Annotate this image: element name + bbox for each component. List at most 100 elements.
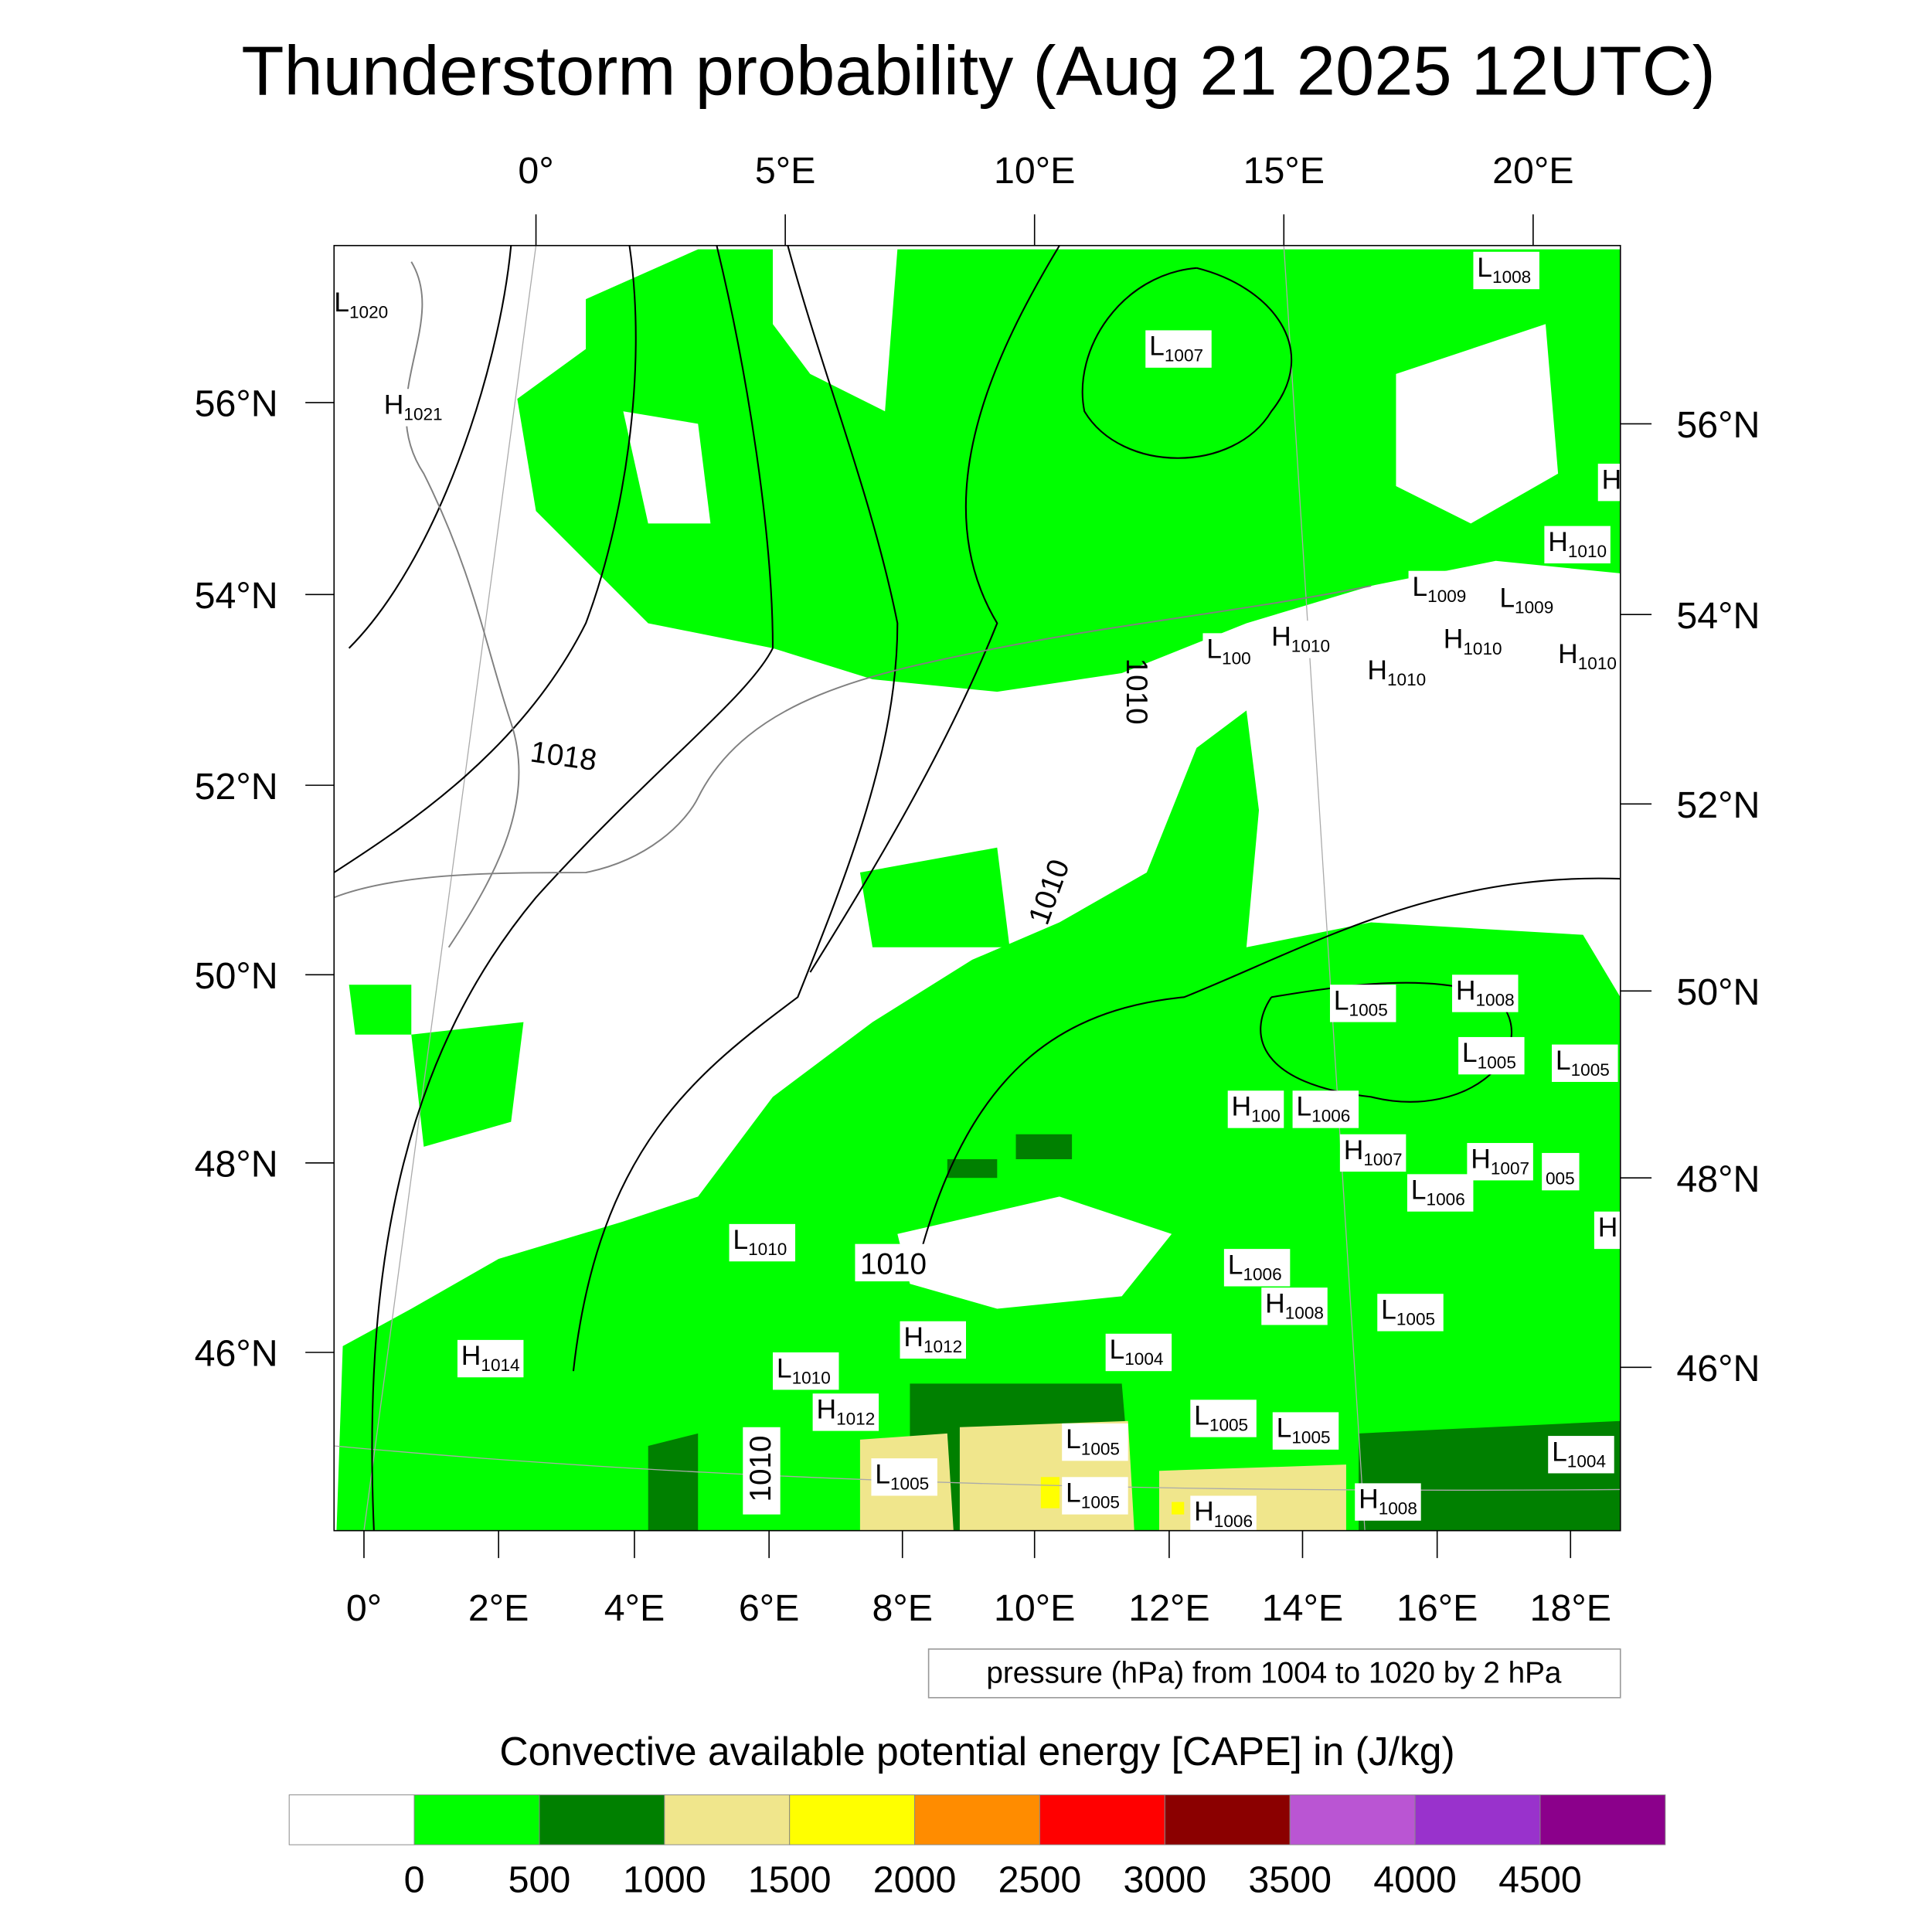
top-lon-label: 15°E <box>1243 150 1325 192</box>
label-background <box>334 286 396 325</box>
pressure-legend-text: pressure (hPa) from 1004 to 1020 by 2 hP… <box>986 1656 1562 1689</box>
label-background <box>1062 1477 1128 1515</box>
low-pressure-label: L1005 <box>875 1458 929 1493</box>
contour-label: 1010 <box>860 1247 927 1281</box>
label-background <box>1329 985 1396 1022</box>
label-background <box>900 1321 966 1359</box>
label-background <box>1190 1400 1257 1437</box>
colorbar-label: 1500 <box>748 1859 832 1900</box>
colorbar-swatch <box>539 1794 665 1845</box>
cape-2000-areas <box>1040 1477 1185 1515</box>
bottom-lon-label: 12°E <box>1128 1587 1209 1629</box>
label-background <box>1363 654 1430 692</box>
label-background <box>1292 1090 1359 1128</box>
label-background <box>1548 1436 1614 1474</box>
label-background <box>1554 638 1621 676</box>
bottom-axis: 0° 2°E 4°E 6°E 8°E 10°E 12°E 14°E 16°E 1… <box>346 1530 1611 1629</box>
colorbar-swatch <box>664 1794 791 1845</box>
left-axis: 56°N 54°N 52°N 50°N 48°N 46°N <box>195 383 335 1375</box>
label-background <box>1145 330 1212 368</box>
cape-gap <box>1396 324 1559 524</box>
cape-field-north <box>517 249 1621 692</box>
label-background <box>1261 1287 1328 1325</box>
label-background <box>871 1458 937 1496</box>
colorbar-title: Convective available potential energy [C… <box>499 1729 1454 1774</box>
colorbar-label: 3000 <box>1124 1859 1207 1900</box>
top-lon-label: 5°E <box>755 150 816 192</box>
coastlines <box>334 261 1372 948</box>
colorbar-swatch <box>288 1794 415 1845</box>
colorbar-swatch <box>914 1794 1040 1845</box>
isobars <box>334 245 1621 1531</box>
label-background <box>1267 621 1334 658</box>
label-background <box>1062 1423 1128 1461</box>
label-background <box>1377 1294 1444 1332</box>
top-axis: 0° 5°E 10°E 15°E 20°E <box>518 150 1574 246</box>
colorbar-label: 4500 <box>1498 1859 1582 1900</box>
pressure-label-backgrounds <box>334 251 1621 1531</box>
cape-patch <box>859 847 1010 947</box>
label-background <box>1473 251 1539 290</box>
right-lat-label: 52°N <box>1676 784 1760 826</box>
cape-field-south <box>336 710 1621 1531</box>
top-lon-label: 20°E <box>1492 150 1573 192</box>
bottom-lon-label: 4°E <box>604 1587 665 1629</box>
label-background <box>457 1339 524 1378</box>
low-pressure-label: 005 <box>1546 1168 1575 1188</box>
colorbar-swatch <box>1039 1794 1165 1845</box>
figure-title: Thunderstorm probability (Aug 21 2025 12… <box>241 32 1716 111</box>
left-lat-label: 50°N <box>195 955 278 997</box>
right-axis: 56°N 54°N 52°N 50°N 48°N 46°N <box>1620 404 1760 1389</box>
left-lat-label: 48°N <box>195 1144 278 1185</box>
colorbar-swatch <box>789 1794 916 1845</box>
left-lat-label: 56°N <box>195 383 278 425</box>
label-background <box>1355 1483 1421 1521</box>
high-pressure-label: H <box>1602 464 1622 495</box>
top-lon-label: 10°E <box>994 150 1075 192</box>
cape-gap <box>623 411 711 524</box>
colorbar-label: 500 <box>509 1859 571 1900</box>
bottom-lon-label: 6°E <box>739 1587 800 1629</box>
label-background <box>1544 526 1611 564</box>
bottom-lon-label: 2°E <box>468 1587 529 1629</box>
map-frame <box>333 244 1621 1532</box>
right-lat-label: 48°N <box>1676 1158 1760 1200</box>
contour-label: 1010 <box>1120 658 1153 725</box>
colorbar: Convective available potential energy [C… <box>288 1729 1666 1900</box>
pressure-legend: pressure (hPa) from 1004 to 1020 by 2 hP… <box>927 1648 1621 1699</box>
colorbar-label: 1000 <box>623 1859 706 1900</box>
colorbar-label: 2000 <box>873 1859 957 1900</box>
contour-label: 1010 <box>744 1435 777 1502</box>
label-background <box>1406 1174 1474 1212</box>
label-background <box>1339 1134 1406 1172</box>
label-background <box>1408 570 1475 609</box>
label-background <box>1227 1090 1284 1128</box>
label-background <box>379 389 447 427</box>
label-background <box>1202 633 1260 671</box>
bottom-lon-label: 0° <box>346 1587 382 1629</box>
label-background <box>1467 1143 1533 1181</box>
left-lat-label: 46°N <box>195 1333 278 1375</box>
label-background <box>1458 1036 1525 1075</box>
bottom-lon-label: 18°E <box>1530 1587 1611 1629</box>
cape-gap <box>897 1196 1172 1309</box>
colorbar-label: 3500 <box>1248 1859 1332 1900</box>
right-lat-label: 56°N <box>1676 404 1760 446</box>
label-background <box>1272 1412 1339 1450</box>
label-background <box>773 1352 839 1390</box>
label-background <box>1223 1249 1291 1287</box>
colorbar-swatch <box>1164 1794 1291 1845</box>
cape-patch <box>411 1022 524 1147</box>
right-lat-label: 46°N <box>1676 1348 1760 1389</box>
label-background <box>1542 1152 1580 1191</box>
colorbar-label: 2500 <box>998 1859 1082 1900</box>
left-lat-label: 52°N <box>195 766 278 808</box>
bottom-lon-label: 8°E <box>872 1587 933 1629</box>
bottom-lon-label: 16°E <box>1396 1587 1478 1629</box>
right-lat-label: 50°N <box>1676 971 1760 1013</box>
cape-patch <box>349 985 412 1035</box>
cape-gap-north <box>773 249 898 412</box>
left-lat-label: 54°N <box>195 575 278 617</box>
